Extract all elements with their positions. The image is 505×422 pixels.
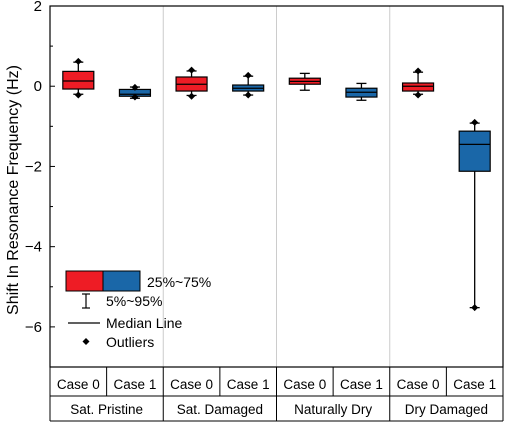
category-table: Case 0 Case 1 Sat. Pristine Case 0 Case 1 Sat… [49,367,504,422]
box-3-0 [401,82,435,92]
box-3-1 [458,130,491,172]
group-label: Sat. Pristine [70,402,143,417]
y-tick-label: 2 [34,0,42,15]
outlier-point [471,304,479,312]
outlier-point [131,83,139,91]
legend-swatch-case0 [65,270,104,292]
legend: 25%~75% 5%~95% Median Line Outliers [65,270,211,350]
legend-outlier-symbol [82,338,90,345]
outlier-point [188,92,196,100]
group-label: Dry Damaged [405,402,488,417]
y-tick-label: −4 [25,239,42,256]
case-label: Case 0 [283,377,326,392]
group-label: Sat. Damaged [177,402,263,417]
group-label: Naturally Dry [294,402,372,417]
outlier-point [414,67,422,75]
y-tick-label: 0 [34,78,42,95]
y-axis: 2 0 −2 −4 −6 [25,0,55,336]
legend-label: Outliers [106,334,154,350]
legend-label: 25%~75% [147,274,211,290]
outlier-point [414,91,422,99]
legend-swatch-case1 [102,270,141,292]
outlier-point [74,91,82,99]
case-label: Case 0 [397,377,440,392]
legend-label: 5%~95% [106,293,162,309]
outlier-point [244,91,252,99]
outlier-point [131,93,139,101]
outlier-point [74,57,82,65]
y-tick-label: −6 [25,319,42,336]
y-tick-label: −2 [25,158,42,175]
case-label: Case 1 [114,377,157,392]
case-label: Case 0 [170,377,213,392]
box-0-0 [62,70,95,90]
legend-label: Median Line [106,315,182,331]
outlier-point [244,71,252,79]
case-label: Case 0 [57,377,100,392]
case-label: Case 1 [453,377,496,392]
outlier-point [471,118,479,126]
y-axis-title: Shift In Resonance Frequency (Hz) [5,65,22,315]
case-label: Case 1 [227,377,270,392]
outlier-point [188,66,196,74]
case-label: Case 1 [340,377,383,392]
